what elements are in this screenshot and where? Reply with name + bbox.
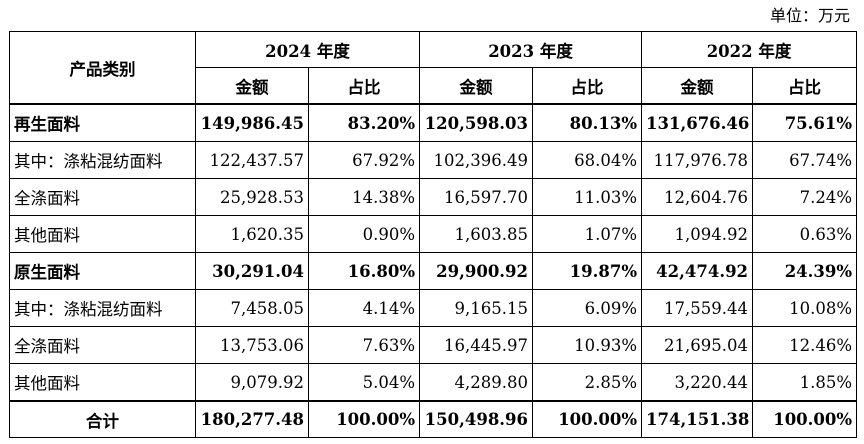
row-category-label: 其他面料 [9, 363, 196, 402]
cell-share-2023: 19.87% [532, 252, 643, 290]
table-row: 其他面料 9,079.92 5.04% 4,289.80 2.85% 3,220.44 1.… [9, 363, 858, 402]
amount-header: 金额 [419, 67, 534, 105]
total-share-2024: 100.00% [307, 400, 421, 438]
total-amount-2022: 174,151.38 [641, 400, 754, 438]
amount-header: 金额 [641, 67, 754, 105]
cell-share-2023: 80.13% [532, 103, 643, 142]
cell-share-2022: 75.61% [752, 103, 858, 142]
cell-share-2022: 67.74% [752, 141, 858, 179]
share-header: 占比 [752, 67, 858, 105]
table-row: 全涤面料 25,928.53 14.38% 16,597.70 11.03% 12,604… [9, 178, 858, 216]
cell-share-2024: 14.38% [307, 178, 421, 216]
cell-share-2022: 7.24% [752, 178, 858, 216]
cell-share-2023: 1.07% [532, 215, 643, 253]
cell-amount-2022: 3,220.44 [641, 363, 754, 402]
cell-amount-2024: 13,753.06 [195, 326, 309, 364]
header-row-metrics: 金额 占比 金额 占比 金额 占比 [10, 67, 858, 105]
cell-share-2024: 16.80% [307, 252, 421, 290]
cell-share-2022: 24.39% [752, 252, 858, 290]
cell-amount-2024: 122,437.57 [195, 141, 309, 179]
table-row: 其中：涤粘混纺面料 122,437.57 67.92% 102,396.49 68.04… [9, 141, 858, 179]
table-body: 再生面料 149,986.45 83.20% 120,598.03 80.13% 131,… [9, 103, 858, 402]
cell-amount-2023: 120,598.03 [419, 103, 534, 142]
cell-amount-2024: 25,928.53 [195, 178, 309, 216]
row-category-label: 其中：涤粘混纺面料 [9, 141, 196, 179]
cell-amount-2024: 30,291.04 [195, 252, 309, 290]
total-amount-2023: 150,498.96 [419, 400, 534, 438]
row-category-label: 其中：涤粘混纺面料 [9, 289, 196, 327]
share-header: 占比 [532, 67, 643, 105]
table-row: 原生面料 30,291.04 16.80% 29,900.92 19.87% 42,474… [9, 252, 858, 290]
total-share-2023: 100.00% [532, 400, 643, 438]
cell-share-2024: 7.63% [307, 326, 421, 364]
cell-amount-2023: 4,289.80 [419, 363, 534, 402]
cell-share-2022: 0.63% [752, 215, 858, 253]
cell-share-2024: 4.14% [307, 289, 421, 327]
row-category-label: 全涤面料 [9, 178, 196, 216]
cell-amount-2023: 9,165.15 [419, 289, 534, 327]
year-header-2024: 2024 年度 [194, 31, 421, 68]
cell-amount-2022: 131,676.46 [641, 103, 754, 142]
cell-share-2022: 1.85% [752, 363, 858, 402]
cell-share-2023: 11.03% [532, 178, 643, 216]
cell-amount-2022: 42,474.92 [641, 252, 754, 290]
cell-amount-2022: 117,976.78 [641, 141, 754, 179]
cell-share-2022: 10.08% [752, 289, 858, 327]
table-row: 其他面料 1,620.35 0.90% 1,603.85 1.07% 1,094.92 0.… [9, 215, 858, 253]
cell-amount-2022: 21,695.04 [641, 326, 754, 364]
cell-share-2023: 68.04% [532, 141, 643, 179]
table-row: 其中：涤粘混纺面料 7,458.05 4.14% 9,165.15 6.09% 17,55… [9, 289, 858, 327]
cell-share-2023: 2.85% [532, 363, 643, 402]
total-share-2022: 100.00% [752, 400, 858, 438]
cell-amount-2022: 17,559.44 [641, 289, 754, 327]
category-header: 产品类别 [9, 31, 196, 105]
table-row: 再生面料 149,986.45 83.20% 120,598.03 80.13% 131,… [9, 103, 858, 142]
cell-amount-2023: 102,396.49 [419, 141, 534, 179]
row-category-label: 再生面料 [9, 103, 196, 142]
amount-header: 金额 [195, 67, 309, 105]
unit-note: 单位：万元 [769, 6, 850, 25]
total-row: 合计 180,277.48 100.00% 150,498.96 100.00%… [9, 400, 858, 438]
row-category-label: 其他面料 [9, 215, 196, 253]
cell-share-2024: 67.92% [307, 141, 421, 179]
row-category-label: 全涤面料 [9, 326, 196, 364]
cell-share-2022: 12.46% [752, 326, 858, 364]
cell-amount-2022: 12,604.76 [641, 178, 754, 216]
cell-share-2024: 5.04% [307, 363, 421, 402]
table-row: 全涤面料 13,753.06 7.63% 16,445.97 10.93% 21,695.… [9, 326, 858, 364]
cell-amount-2024: 7,458.05 [195, 289, 309, 327]
cell-amount-2023: 16,597.70 [419, 178, 534, 216]
cell-share-2024: 83.20% [307, 103, 421, 142]
cell-share-2023: 10.93% [532, 326, 643, 364]
cell-amount-2024: 1,620.35 [195, 215, 309, 253]
cell-amount-2022: 1,094.92 [641, 215, 754, 253]
year-header-2022: 2022 年度 [641, 31, 858, 68]
revenue-table: 产品类别 2024 年度 2023 年度 2022 年度 金额 占比 金额 占比… [9, 31, 858, 438]
cell-amount-2023: 16,445.97 [419, 326, 534, 364]
cell-amount-2024: 149,986.45 [195, 103, 309, 142]
cell-amount-2024: 9,079.92 [195, 363, 309, 402]
cell-amount-2023: 1,603.85 [419, 215, 534, 253]
cell-share-2023: 6.09% [532, 289, 643, 327]
row-category-label: 原生面料 [9, 252, 196, 290]
cell-share-2024: 0.90% [307, 215, 421, 253]
year-header-2023: 2023 年度 [419, 31, 643, 68]
cell-amount-2023: 29,900.92 [419, 252, 534, 290]
total-amount-2024: 180,277.48 [195, 400, 309, 438]
header-row-years: 产品类别 2024 年度 2023 年度 2022 年度 [9, 31, 858, 105]
share-header: 占比 [307, 67, 421, 105]
total-label: 合计 [9, 400, 196, 438]
